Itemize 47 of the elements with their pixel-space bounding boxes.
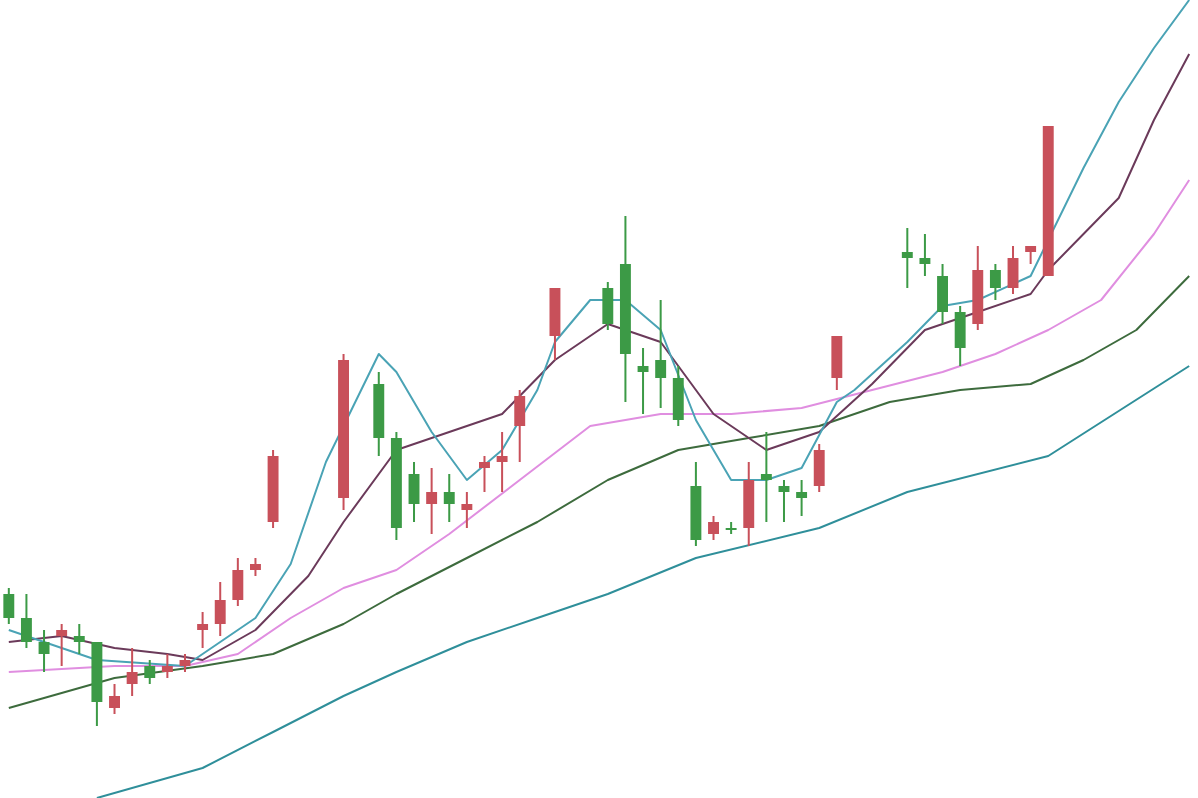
candlestick <box>672 365 684 427</box>
candlestick <box>602 281 614 331</box>
candlestick <box>426 467 438 535</box>
candlestick <box>989 263 1001 301</box>
candlestick <box>408 461 420 523</box>
candlestick <box>901 227 913 289</box>
candlestick <box>619 215 631 403</box>
candlestick <box>972 245 984 331</box>
candlestick <box>778 479 790 523</box>
candlestick <box>373 371 385 457</box>
candlestick <box>161 653 173 679</box>
candlestick <box>179 653 191 673</box>
candlestick <box>38 629 50 673</box>
candlestick <box>20 593 32 649</box>
candlestick <box>937 263 949 325</box>
candlestick <box>338 353 350 511</box>
candlestick <box>109 683 120 715</box>
candlestick <box>813 443 825 493</box>
candlestick <box>655 299 667 409</box>
candlestick <box>197 611 209 649</box>
candlestick <box>267 449 279 529</box>
candlestick <box>796 479 808 517</box>
candlestick <box>954 305 966 367</box>
candlestick <box>232 557 244 607</box>
candlestick <box>743 461 755 547</box>
candlestick <box>56 623 68 667</box>
candlestick <box>249 557 261 577</box>
candlestick <box>831 336 843 391</box>
candlestick <box>919 233 931 277</box>
candlestick <box>760 431 772 523</box>
candlestick <box>73 623 85 655</box>
candlestick <box>126 647 138 697</box>
candlestick <box>496 431 508 493</box>
candlestick <box>1025 246 1037 265</box>
candlestick <box>690 461 702 547</box>
candlestick <box>637 347 649 415</box>
candlestick <box>461 491 473 529</box>
candlestick <box>549 288 561 361</box>
candlestick <box>1007 245 1019 295</box>
candlestick <box>479 455 490 493</box>
candlestick <box>144 659 156 685</box>
candlestick <box>214 581 226 637</box>
candlestick <box>3 587 15 625</box>
candlestick <box>708 515 719 541</box>
candlestick <box>514 389 526 463</box>
candlestick <box>443 473 455 523</box>
candlestick <box>390 431 402 541</box>
